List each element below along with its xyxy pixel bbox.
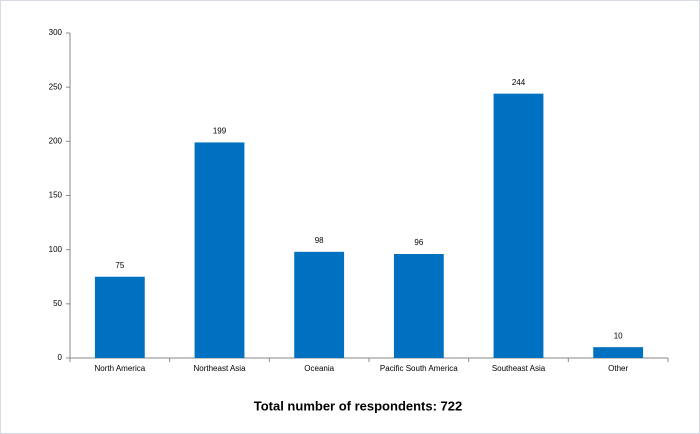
bar [194,142,245,358]
y-tick-label: 250 [49,82,63,91]
y-tick-label: 300 [49,28,63,37]
y-tick-label: 0 [58,353,63,362]
chart-title: Total number of respondents: 722 [254,398,463,413]
data-label: 199 [213,127,227,136]
x-tick-label: Pacific South America [380,364,458,373]
bar [94,276,145,358]
y-tick-label: 50 [53,299,62,308]
bar [593,347,644,358]
bar [294,251,345,358]
x-tick-label: Other [608,364,628,373]
y-tick-label: 200 [49,136,63,145]
y-tick-label: 100 [49,245,63,254]
data-label: 75 [115,261,124,270]
x-tick-label: Southeast Asia [492,364,546,373]
x-tick-label: Northeast Asia [193,364,246,373]
bar [493,93,544,359]
data-label: 10 [614,331,623,340]
bar [393,254,444,358]
data-label: 96 [414,238,423,247]
x-tick-label: Oceania [304,364,334,373]
data-label: 244 [512,78,526,87]
x-tick-label: North America [94,364,145,373]
data-label: 98 [315,236,324,245]
y-tick-label: 150 [49,191,63,200]
